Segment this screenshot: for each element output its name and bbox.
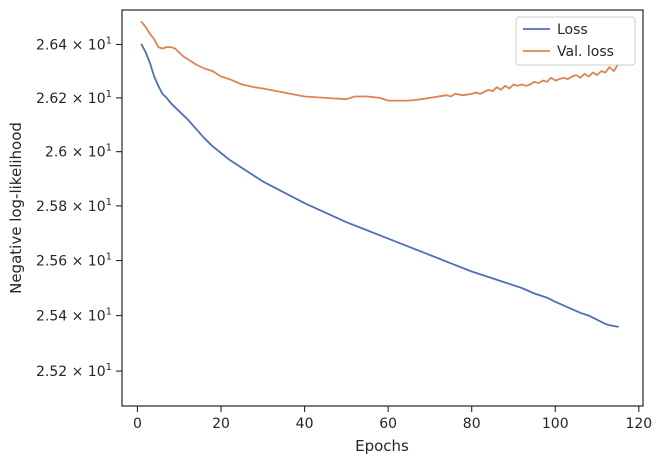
y-axis-label: Negative log-likelihood <box>7 122 25 294</box>
x-tick-label: 80 <box>463 416 481 432</box>
series-layer <box>140 20 619 328</box>
y-tick-label: 2.64 × 101 <box>36 35 112 53</box>
series-line-1 <box>140 20 619 102</box>
y-axis: 2.52 × 101 2.54 × 101 2.56 × 101 2.58 × 101… <box>36 35 122 380</box>
series-line-0 <box>140 43 619 328</box>
y-tick-label: 2.6 × 101 <box>45 143 112 161</box>
plot-area <box>122 10 643 406</box>
y-tick-label: 2.56 × 101 <box>36 252 112 270</box>
x-tick-label: 120 <box>625 416 652 432</box>
legend: Loss Val. loss <box>515 16 636 66</box>
y-tick-label: 2.62 × 101 <box>36 89 112 107</box>
x-tick-label: 20 <box>212 416 230 432</box>
x-axis-label: Epochs <box>355 437 409 455</box>
x-axis: 0 20 40 60 80 100 120 <box>133 406 652 432</box>
legend-label-loss: Loss <box>557 22 588 38</box>
y-tick-label: 2.52 × 101 <box>36 362 112 380</box>
y-tick-label: 2.54 × 101 <box>36 307 112 325</box>
x-tick-label: 0 <box>133 416 142 432</box>
x-tick-label: 100 <box>542 416 569 432</box>
legend-label-val-loss: Val. loss <box>557 44 614 60</box>
plot-frame <box>121 9 644 407</box>
x-tick-label: 40 <box>296 416 314 432</box>
x-tick-label: 60 <box>379 416 397 432</box>
y-tick-label: 2.58 × 101 <box>36 197 112 215</box>
